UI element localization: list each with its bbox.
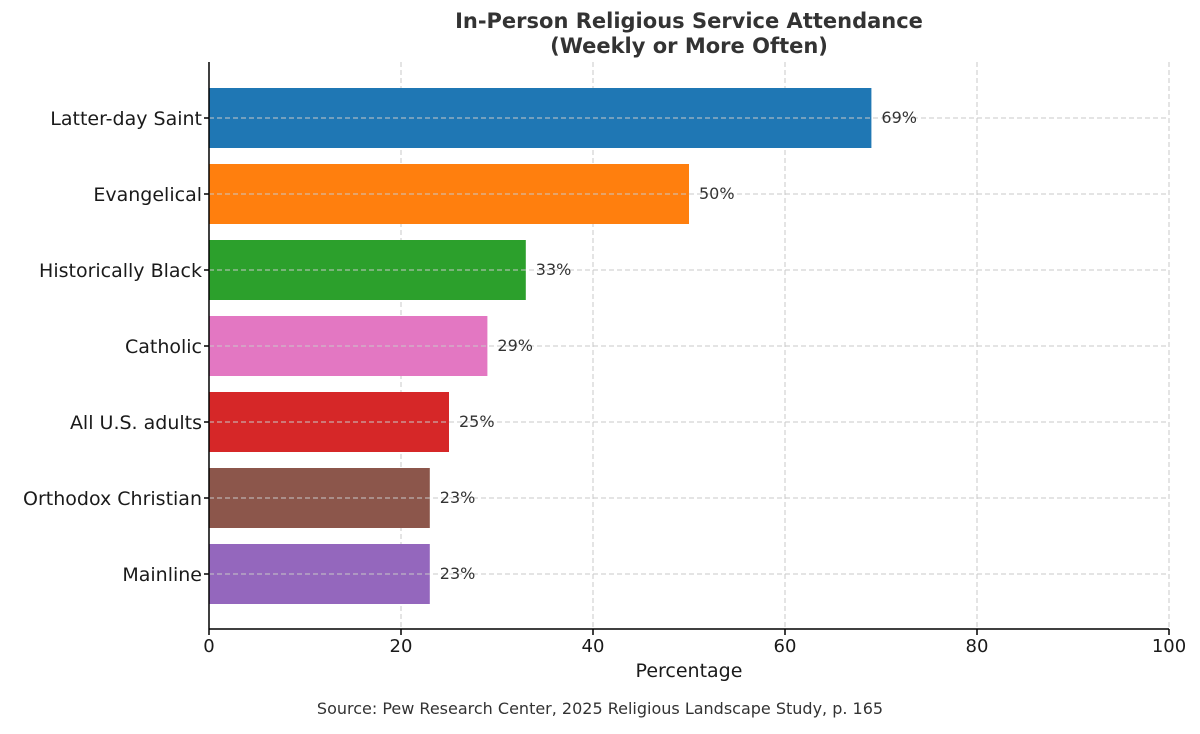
y-tick-label: Mainline (122, 564, 202, 586)
y-tick-label: Latter-day Saint (50, 108, 202, 130)
chart-title: In-Person Religious Service Attendance (455, 9, 923, 33)
x-tick-label: 80 (966, 636, 989, 657)
bars: 69% 50% 33% 29% 25% 23% 23% (209, 88, 1169, 604)
y-tick-label: Catholic (125, 336, 202, 358)
x-axis-title: Percentage (636, 660, 743, 682)
axes: Latter-day Saint Evangelical Historically … (23, 62, 1186, 657)
bar-value-label: 23% (440, 564, 476, 583)
y-tick-label: Historically Black (39, 260, 202, 282)
bar-value-label: 23% (440, 488, 476, 507)
bar-value-label: 33% (536, 260, 572, 279)
x-tick-label: 100 (1152, 636, 1186, 657)
y-tick-label: Orthodox Christian (23, 488, 202, 510)
bar (209, 240, 526, 300)
x-tick-label: 20 (390, 636, 413, 657)
source-note: Source: Pew Research Center, 2025 Religi… (317, 699, 883, 718)
x-tick-label: 40 (582, 636, 605, 657)
bar-value-label: 69% (881, 108, 917, 127)
x-tick-label: 0 (203, 636, 214, 657)
x-tick-label: 60 (774, 636, 797, 657)
bar-value-label: 29% (497, 336, 533, 355)
y-tick-label: All U.S. adults (70, 412, 202, 434)
bar-value-label: 50% (699, 184, 735, 203)
chart-subtitle: (Weekly or More Often) (550, 34, 828, 58)
bar-value-label: 25% (459, 412, 495, 431)
y-tick-label: Evangelical (93, 184, 202, 206)
